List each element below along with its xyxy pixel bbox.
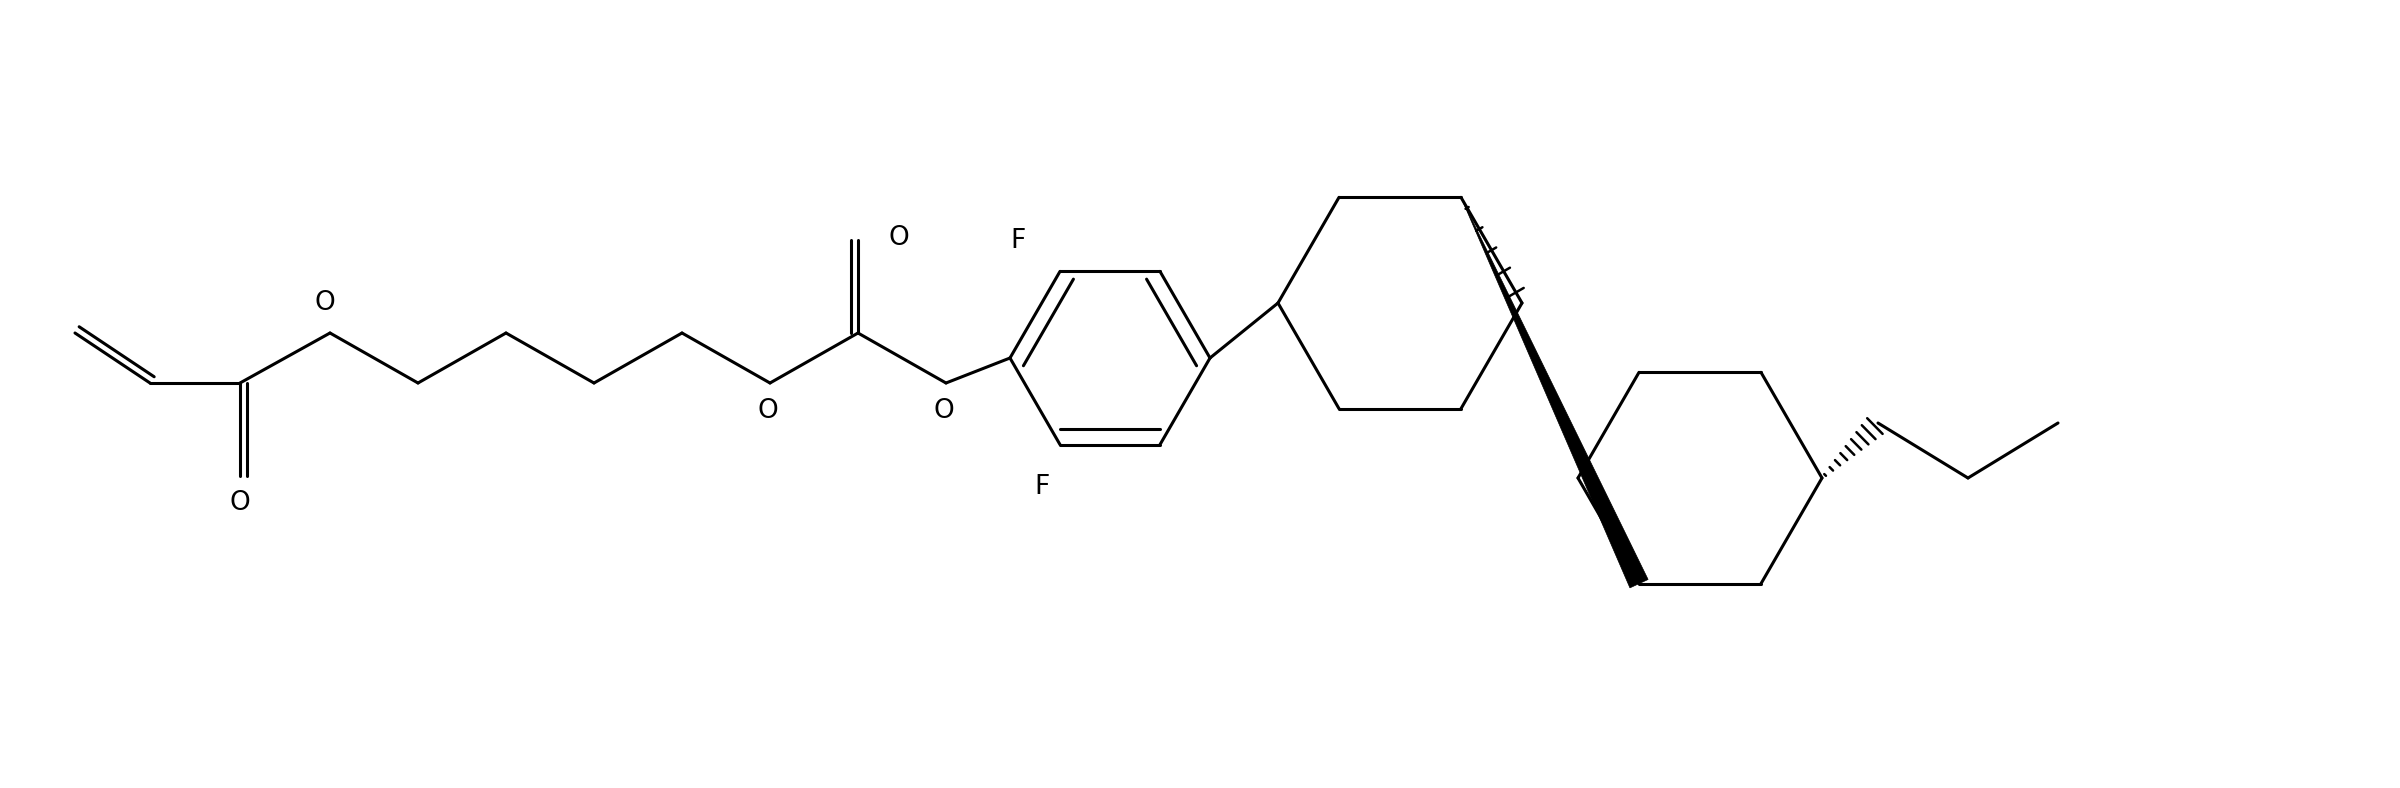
Text: F: F xyxy=(1010,229,1025,255)
Polygon shape xyxy=(1462,197,1649,588)
Text: F: F xyxy=(1034,474,1049,500)
Text: O: O xyxy=(888,225,910,251)
Text: O: O xyxy=(934,398,955,424)
Text: O: O xyxy=(314,290,336,316)
Text: O: O xyxy=(758,398,778,424)
Text: O: O xyxy=(230,490,250,516)
